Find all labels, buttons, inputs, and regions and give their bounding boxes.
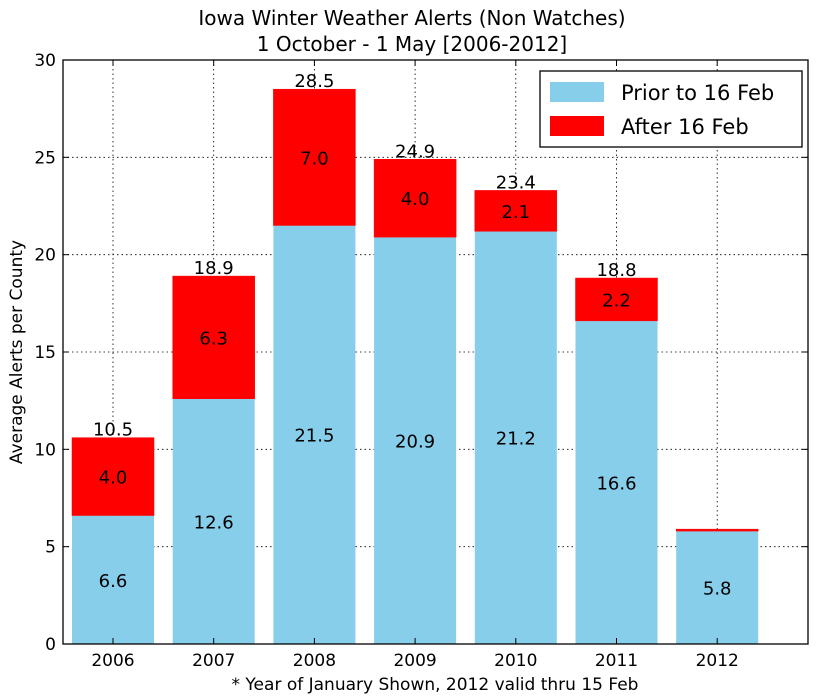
bar-total-label: 28.5 <box>294 71 334 92</box>
bar-prior <box>172 398 255 644</box>
x-tick-label: 2012 <box>696 651 739 671</box>
bar-prior <box>273 225 356 644</box>
y-axis-label: Average Alerts per County <box>7 240 27 464</box>
bar-prior <box>676 531 759 644</box>
x-tick-label: 2011 <box>595 651 638 671</box>
bar-labels: 6.6 4.0 10.5 12.6 6.3 18.9 21.5 7.0 28.5 20.9 4.0 2… <box>93 71 732 599</box>
bar-value-label-prior: 6.6 <box>99 571 128 592</box>
x-tick-label: 2008 <box>293 651 336 671</box>
x-tick-label: 2009 <box>393 651 436 671</box>
bar-value-label-after: 4.0 <box>401 189 430 210</box>
bar-prior <box>575 320 658 644</box>
bars <box>71 88 759 644</box>
bar-total-label: 24.9 <box>395 141 435 162</box>
legend-swatch-prior <box>550 82 604 102</box>
bar-total-label: 23.4 <box>496 172 536 193</box>
bar-value-label-after: 6.3 <box>199 328 228 349</box>
bar-value-label-prior: 16.6 <box>596 473 636 494</box>
y-tick-label: 25 <box>34 148 56 168</box>
x-tick-label: 2007 <box>192 651 235 671</box>
bar-prior <box>474 231 557 644</box>
legend-label-after: After 16 Feb <box>621 115 749 139</box>
bar-prior <box>72 515 154 644</box>
bar-value-label-prior: 5.8 <box>703 579 732 600</box>
bar-value-label-after: 2.2 <box>602 290 631 311</box>
bar-after <box>172 275 255 399</box>
bar-after <box>575 277 658 322</box>
bar-total-label: 18.8 <box>596 260 636 281</box>
legend: Prior to 16 Feb After 16 Feb <box>539 70 803 148</box>
bar-after <box>273 88 356 226</box>
y-tick-label: 0 <box>45 635 56 655</box>
bar-total-label: 18.9 <box>194 258 234 279</box>
x-tick-label: 2010 <box>494 651 537 671</box>
bar-value-label-prior: 20.9 <box>395 432 435 453</box>
bar-prior <box>374 237 457 644</box>
legend-swatch-after <box>550 116 604 136</box>
y-tick-label: 10 <box>34 440 56 460</box>
chart-subtitle: 1 October - 1 May [2006-2012] <box>257 32 567 56</box>
chart-title: Iowa Winter Weather Alerts (Non Watches) <box>198 6 625 30</box>
bar-after <box>474 190 558 232</box>
x-tick-label: 2006 <box>91 651 134 671</box>
bar-value-label-after: 4.0 <box>99 468 128 489</box>
legend-label-prior: Prior to 16 Feb <box>621 81 774 105</box>
y-tick-label: 30 <box>34 51 56 71</box>
bar-after <box>675 528 759 532</box>
x-axis-label: * Year of January Shown, 2012 valid thru… <box>232 675 639 695</box>
y-tick-label: 20 <box>34 246 56 266</box>
bar-value-label-prior: 21.5 <box>294 426 334 447</box>
bar-value-label-after: 7.0 <box>300 148 329 169</box>
bar-after <box>71 437 155 516</box>
bar-total-label: 10.5 <box>93 420 133 441</box>
bar-value-label-after: 2.1 <box>501 202 530 223</box>
bar-value-label-prior: 12.6 <box>194 512 234 533</box>
y-tick-label: 5 <box>45 538 56 558</box>
bar-value-label-prior: 21.2 <box>496 429 536 450</box>
y-tick-label: 15 <box>34 343 56 363</box>
bar-after <box>373 159 457 238</box>
axis-ticks: 0 5 10 15 20 25 30 2006 2007 2008 2009 2010 2011 2012 <box>34 51 808 671</box>
